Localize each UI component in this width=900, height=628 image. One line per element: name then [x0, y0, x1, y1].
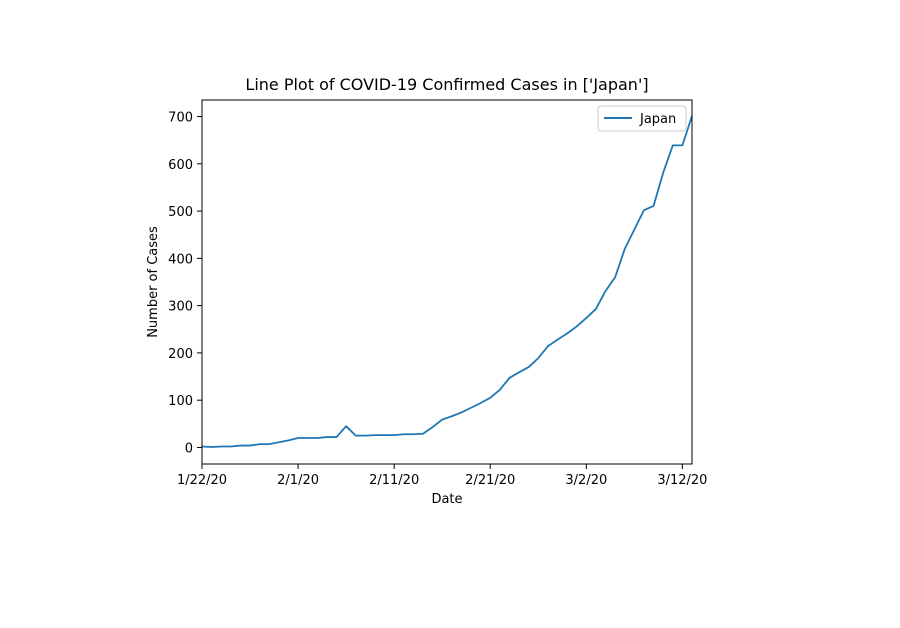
- y-tick-label: 0: [185, 441, 193, 456]
- y-tick-label: 200: [168, 347, 193, 362]
- y-tick-label: 300: [168, 300, 193, 315]
- x-tick-label: 2/11/20: [369, 473, 419, 488]
- x-tick-label: 3/2/20: [565, 473, 607, 488]
- legend-box: [597, 105, 687, 132]
- plot-area: [201, 115, 693, 448]
- x-tick-label: 2/1/20: [277, 473, 319, 488]
- x-tick-label: 3/12/20: [657, 473, 707, 488]
- x-tick-label: 1/22/20: [177, 473, 227, 488]
- x-axis-label: Date: [431, 492, 462, 507]
- y-axis: 0 100 200 300 400 500 600 700: [168, 111, 202, 456]
- x-axis: 1/22/20 2/1/20 2/11/20 2/21/20 3/2/20 3/12/20: [177, 464, 707, 488]
- y-tick-label: 700: [168, 111, 193, 126]
- y-axis-label: Number of Cases: [146, 226, 161, 338]
- y-tick-label: 400: [168, 252, 193, 267]
- plot-frame: [201, 99, 693, 465]
- y-tick-label: 100: [168, 394, 193, 409]
- chart-title: Line Plot of COVID-19 Confirmed Cases in…: [245, 75, 648, 94]
- x-tick-label: 2/21/20: [465, 473, 515, 488]
- legend-label-japan: Japan: [639, 112, 676, 127]
- y-tick-label: 500: [168, 205, 193, 220]
- legend: Japan: [597, 105, 687, 132]
- series-line-japan: [201, 115, 693, 448]
- y-tick-label: 600: [168, 158, 193, 173]
